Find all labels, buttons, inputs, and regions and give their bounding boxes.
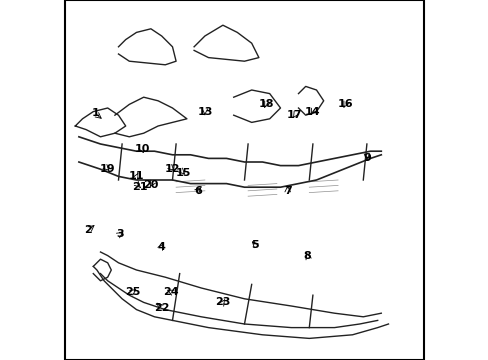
Text: 9: 9 — [362, 153, 370, 163]
Text: 1: 1 — [91, 108, 99, 118]
Text: 14: 14 — [305, 107, 320, 117]
Text: 23: 23 — [215, 297, 230, 307]
Text: 8: 8 — [303, 251, 311, 261]
Text: 7: 7 — [283, 186, 291, 196]
Text: 3: 3 — [116, 229, 124, 239]
Text: 2: 2 — [84, 225, 92, 235]
Text: 19: 19 — [100, 164, 115, 174]
Polygon shape — [194, 25, 258, 61]
Text: 16: 16 — [337, 99, 352, 109]
Text: 4: 4 — [158, 242, 165, 252]
Polygon shape — [118, 29, 176, 65]
Text: 25: 25 — [125, 287, 141, 297]
Text: 5: 5 — [251, 240, 259, 250]
Text: 6: 6 — [193, 186, 201, 196]
Text: 10: 10 — [134, 144, 149, 154]
Text: 24: 24 — [163, 287, 178, 297]
Text: 21: 21 — [132, 182, 147, 192]
Text: 18: 18 — [258, 99, 273, 109]
Text: 13: 13 — [197, 107, 212, 117]
Text: 20: 20 — [143, 180, 158, 190]
Text: 15: 15 — [175, 168, 191, 178]
Text: 17: 17 — [286, 110, 302, 120]
Text: 12: 12 — [164, 164, 180, 174]
Text: 22: 22 — [154, 303, 169, 313]
Text: 11: 11 — [128, 171, 144, 181]
